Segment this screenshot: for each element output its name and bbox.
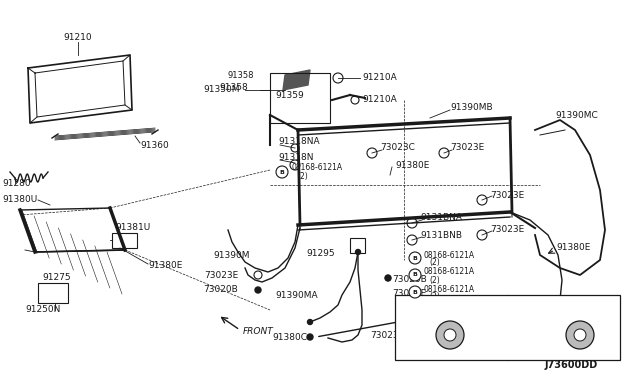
Text: 73023E: 73023E [392, 289, 426, 298]
Bar [38, 283, 68, 303]
Circle shape [444, 329, 456, 341]
Circle shape [385, 275, 391, 281]
Text: B: B [413, 256, 417, 260]
Bar [112, 233, 137, 248]
Text: 91210: 91210 [64, 33, 92, 42]
Text: 91381U: 91381U [115, 224, 150, 232]
Text: 73023M: 73023M [511, 330, 547, 340]
Text: 91210A: 91210A [362, 94, 397, 103]
Text: 91380E: 91380E [148, 260, 182, 269]
Circle shape [355, 250, 360, 254]
Text: 91295: 91295 [307, 248, 335, 257]
Text: 73023E: 73023E [204, 270, 238, 279]
Text: 9131BNA: 9131BNA [420, 214, 462, 222]
Circle shape [574, 329, 586, 341]
Text: 73020B: 73020B [204, 285, 238, 295]
Circle shape [307, 334, 313, 340]
Text: (2): (2) [429, 259, 440, 267]
Bar [395, 295, 620, 360]
Text: 91280: 91280 [2, 179, 31, 187]
Text: 73023MA: 73023MA [371, 330, 413, 340]
Text: 91318N: 91318N [278, 154, 314, 163]
Circle shape [385, 276, 390, 280]
Text: 91275: 91275 [42, 273, 70, 282]
Text: 9131BNB: 9131BNB [420, 231, 462, 240]
Text: 91360: 91360 [140, 141, 169, 150]
Text: 73020B: 73020B [392, 276, 427, 285]
Text: F/NORMAL ROOF: F/NORMAL ROOF [395, 298, 465, 308]
Text: 73023E: 73023E [490, 225, 524, 234]
Text: 91390MB: 91390MB [450, 103, 493, 112]
Text: 91380E: 91380E [395, 160, 429, 170]
Text: 91390MA: 91390MA [275, 291, 318, 299]
Text: 73023C: 73023C [380, 144, 415, 153]
Circle shape [436, 321, 464, 349]
Text: J73600DD: J73600DD [545, 360, 598, 370]
Text: FRONT: FRONT [243, 327, 274, 337]
Text: (2): (2) [429, 292, 440, 301]
Bar [350, 238, 365, 253]
Text: 91350M: 91350M [204, 86, 240, 94]
Text: F/NORMAL ROOF: F/NORMAL ROOF [525, 298, 595, 308]
Circle shape [276, 166, 288, 178]
Circle shape [307, 320, 312, 324]
Text: 91210A: 91210A [362, 73, 397, 81]
Text: 91390M: 91390M [214, 250, 250, 260]
Circle shape [255, 287, 261, 293]
Text: 91250N: 91250N [25, 305, 60, 314]
Bar [270, 73, 330, 123]
Circle shape [409, 269, 421, 281]
Polygon shape [283, 70, 310, 90]
Text: 91358: 91358 [220, 83, 248, 93]
Text: 08168-6121A: 08168-6121A [424, 285, 475, 294]
Circle shape [566, 321, 594, 349]
Text: 08168-6121A: 08168-6121A [424, 267, 475, 276]
Text: 91390MC: 91390MC [555, 110, 598, 119]
Text: 73023E: 73023E [450, 144, 484, 153]
Text: 91380U: 91380U [2, 196, 37, 205]
Text: B: B [413, 289, 417, 295]
Text: 73023E: 73023E [490, 190, 524, 199]
Text: 91318NA: 91318NA [278, 138, 319, 147]
Text: (2): (2) [429, 276, 440, 285]
Text: 08168-6121A: 08168-6121A [292, 164, 343, 173]
Text: 91380E: 91380E [556, 244, 590, 253]
Text: 91359: 91359 [275, 90, 304, 99]
Text: B: B [280, 170, 284, 174]
Text: 91380C: 91380C [272, 334, 307, 343]
Text: B: B [413, 273, 417, 278]
Circle shape [409, 286, 421, 298]
Text: 08168-6121A: 08168-6121A [424, 250, 475, 260]
Text: 91358: 91358 [227, 71, 254, 80]
Circle shape [409, 252, 421, 264]
Text: (2): (2) [297, 173, 308, 182]
